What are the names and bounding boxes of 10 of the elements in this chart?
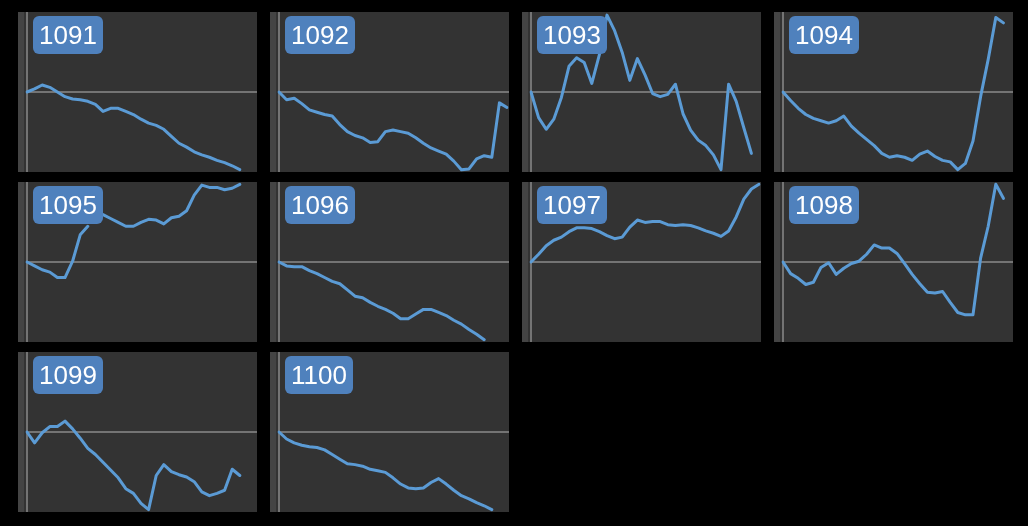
- chart-title: 1096: [285, 186, 355, 224]
- chart-title: 1092: [285, 16, 355, 54]
- chart-title: 1091: [33, 16, 103, 54]
- chart-title: 1099: [33, 356, 103, 394]
- chart-title: 1093: [537, 16, 607, 54]
- chart-title: 1095: [33, 186, 103, 224]
- chart-title: 1100: [285, 356, 353, 394]
- chart-title: 1097: [537, 186, 607, 224]
- chart-title: 1094: [789, 16, 859, 54]
- chart-title: 1098: [789, 186, 859, 224]
